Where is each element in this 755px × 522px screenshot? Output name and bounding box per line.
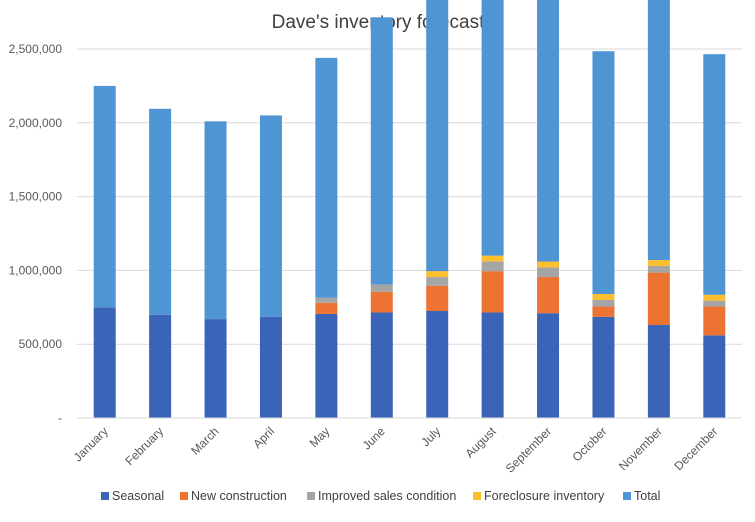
bar-total-january: [93, 85, 116, 308]
bar-total-june: [370, 17, 393, 285]
y-tick-label: 2,500,000: [9, 42, 63, 56]
bar-new-construction-october: [592, 306, 615, 317]
bar-improved-sales-condition-december: [703, 300, 726, 307]
bar-new-construction-june: [370, 291, 393, 313]
legend-label-seasonal: Seasonal: [112, 489, 164, 503]
x-tick-label: July: [418, 424, 443, 449]
bar-total-july: [426, 0, 449, 272]
y-tick-label: -: [58, 411, 62, 425]
bar-seasonal-april: [259, 316, 282, 418]
x-tick-label: February: [122, 424, 166, 468]
gridlines: [77, 48, 742, 345]
legend-label-improved-sales-condition: Improved sales condition: [318, 489, 456, 503]
bar-seasonal-march: [204, 319, 227, 418]
bar-foreclosure-inventory-november: [647, 260, 670, 266]
bar-total-october: [592, 51, 615, 295]
bar-seasonal-july: [426, 310, 449, 418]
series-seasonal: [93, 307, 726, 418]
x-tick-label: January: [71, 424, 111, 464]
x-tick-label: December: [671, 424, 720, 473]
bar-total-november: [647, 0, 670, 261]
bar-seasonal-august: [481, 312, 504, 418]
legend: Seasonal New construction Improved sales c…: [101, 489, 660, 503]
bar-improved-sales-condition-august: [481, 261, 504, 272]
y-tick-label: 500,000: [19, 337, 63, 351]
legend-swatch-improved-sales-condition: [307, 492, 315, 500]
bar-seasonal-may: [315, 313, 338, 418]
bar-total-march: [204, 121, 227, 320]
bar-improved-sales-condition-october: [592, 299, 615, 307]
bar-seasonal-june: [370, 312, 393, 418]
bar-foreclosure-inventory-september: [537, 261, 560, 268]
bar-total-december: [703, 54, 726, 295]
bar-new-construction-august: [481, 271, 504, 313]
bar-total-april: [259, 115, 282, 317]
x-tick-label: August: [462, 424, 499, 461]
bar-seasonal-october: [592, 316, 615, 418]
bar-improved-sales-condition-july: [426, 277, 449, 286]
y-tick-label: 2,000,000: [9, 116, 63, 130]
series-foreclosure-inventory: [426, 255, 726, 301]
y-axis-tick-labels: - 500,000 1,000,000 1,500,000 2,000,000 2,500…: [9, 42, 63, 425]
bar-foreclosure-inventory-october: [592, 294, 615, 300]
bar-new-construction-november: [647, 272, 670, 326]
x-tick-label: November: [616, 424, 665, 473]
bar-improved-sales-condition-may: [315, 297, 338, 303]
bar-total-february: [149, 108, 172, 315]
bar-foreclosure-inventory-july: [426, 271, 449, 278]
x-tick-label: April: [250, 424, 277, 451]
bar-new-construction-may: [315, 302, 338, 314]
x-tick-label: March: [188, 424, 221, 457]
bar-total-august: [481, 0, 504, 256]
bar-foreclosure-inventory-august: [481, 255, 504, 262]
x-tick-label: October: [569, 424, 609, 464]
series-new-construction: [315, 271, 726, 336]
bar-seasonal-september: [537, 313, 560, 418]
legend-label-new-construction: New construction: [191, 489, 287, 503]
legend-swatch-seasonal: [101, 492, 109, 500]
series-improved-sales-condition: [315, 261, 726, 307]
bars: [93, 0, 726, 418]
x-tick-label: May: [307, 424, 333, 450]
series-total: [93, 0, 726, 320]
bar-new-construction-december: [703, 306, 726, 336]
legend-label-foreclosure-inventory: Foreclosure inventory: [484, 489, 605, 503]
legend-swatch-total: [623, 492, 631, 500]
legend-label-total: Total: [634, 489, 660, 503]
x-axis-tick-labels: January February March April May June July Augu…: [71, 424, 721, 476]
y-tick-label: 1,000,000: [9, 263, 63, 277]
bar-seasonal-january: [93, 307, 116, 418]
bar-new-construction-september: [537, 277, 560, 314]
bar-seasonal-december: [703, 335, 726, 418]
bar-improved-sales-condition-september: [537, 267, 560, 278]
x-tick-label: June: [360, 424, 389, 453]
bar-total-may: [315, 57, 338, 298]
bar-seasonal-november: [647, 325, 670, 418]
bar-new-construction-july: [426, 285, 449, 311]
bar-seasonal-february: [149, 314, 172, 418]
legend-swatch-foreclosure-inventory: [473, 492, 481, 500]
x-tick-label: September: [503, 424, 554, 475]
bar-total-september: [537, 0, 560, 262]
bar-foreclosure-inventory-december: [703, 294, 726, 301]
legend-swatch-new-construction: [180, 492, 188, 500]
bar-improved-sales-condition-november: [647, 265, 670, 273]
bar-improved-sales-condition-june: [370, 284, 393, 292]
y-tick-label: 1,500,000: [9, 190, 63, 204]
